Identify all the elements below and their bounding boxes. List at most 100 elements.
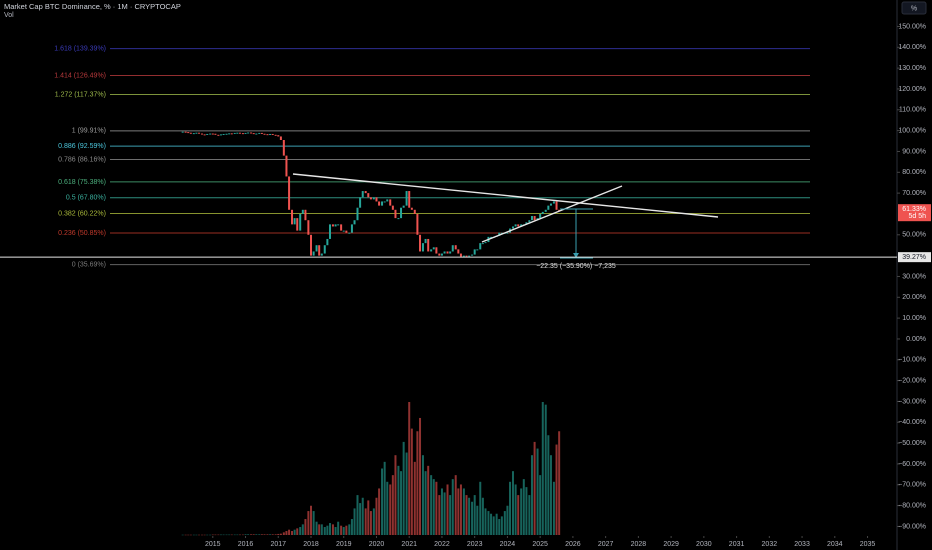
candle [459,253,462,257]
fib-label: 0.382 (60.22%) [58,210,106,217]
candle [334,224,337,227]
candle [356,207,359,221]
volume-bar [459,484,462,535]
measure-arrow-head [573,253,579,258]
x-tick-label: 2020 [369,541,385,548]
volume-bar [389,484,392,535]
candle [291,209,294,225]
trend-line[interactable] [292,173,719,218]
y-tick-label: 70.00% [902,190,926,197]
candle [331,224,334,227]
candle [299,213,302,231]
y-tick-label: −50.00% [898,440,926,447]
volume-bar [438,495,441,535]
volume-bar [241,534,244,536]
volume-bar [487,511,490,535]
volume-bar [408,402,411,535]
volume-bar [372,508,375,535]
candle [462,255,465,257]
volume-bar [356,495,359,535]
candle [525,222,528,225]
candle [419,234,422,252]
x-tick-label: 2030 [696,541,712,548]
volume-bar [381,468,384,535]
candle [446,251,449,254]
volume-bar [331,524,334,535]
last-price-label: 61.33% [902,206,926,213]
volume-bar [228,534,231,536]
candle [350,224,353,233]
volume-bar [427,465,430,535]
volume-bar [498,519,501,535]
candle [263,133,266,135]
volume-bar [517,495,520,535]
candle [372,197,375,200]
volume-bar [386,481,389,535]
volume-bar [345,525,348,535]
volume-bar [200,534,203,536]
candle [383,201,386,203]
x-tick-label: 2018 [303,541,319,548]
candle [337,224,340,226]
candle [391,205,394,210]
fib-label: 0.786 (86.16%) [58,156,106,163]
fib-label: 0.236 (50.85%) [58,230,106,237]
x-tick-label: 2015 [205,541,221,548]
volume-bar [222,534,225,536]
candle [250,132,253,134]
candle [402,205,405,208]
y-tick-label: −60.00% [898,461,926,468]
volume-bar [514,484,517,535]
volume-bar [383,461,386,535]
candle [328,224,331,239]
volume-bar [369,511,372,535]
candle [203,134,206,136]
volume-bar [247,534,250,535]
scale-button[interactable] [901,1,927,15]
volume-bar [400,471,403,535]
volume-bar [394,455,397,535]
volume-bar [301,524,304,535]
candle [389,199,392,206]
y-tick-label: 130.00% [898,65,926,72]
candle [471,254,474,256]
y-tick-label: 110.00% [899,107,926,114]
candle [427,238,430,252]
volume-bar [402,441,405,535]
volume-bar [443,492,446,535]
candle [266,134,269,136]
volume-bar [500,516,503,535]
candle [367,193,370,198]
candle [198,132,201,134]
candle [473,249,476,255]
volume-bar [397,465,400,535]
y-tick-label: 30.00% [902,273,926,280]
volume-bar [457,488,460,535]
candle [369,197,372,200]
scale-button-label[interactable]: % [911,5,917,12]
candle [310,234,313,256]
volume-bar [318,524,321,535]
measure-tool[interactable]: −22.35 (−35.90%) −7,235 [536,208,616,270]
volume-bar [430,475,433,535]
candle [498,232,501,236]
volume-bar [490,513,493,535]
candle [416,213,419,235]
volume-bar [350,519,353,535]
trend-line[interactable] [481,185,623,243]
x-tick-label: 2023 [467,541,483,548]
volume-bar [285,531,288,535]
volume-bar [206,534,209,536]
candle [296,218,299,231]
candle [318,245,321,256]
candle [288,176,291,210]
volume-bar [375,497,378,535]
candle [481,243,484,245]
volume-bar [558,431,561,535]
volume-bar [337,521,340,535]
y-tick-label: 0.00% [906,336,926,343]
volume-bar [547,435,550,535]
candle [410,207,413,210]
candle [304,209,307,221]
volume-bar [549,455,552,535]
